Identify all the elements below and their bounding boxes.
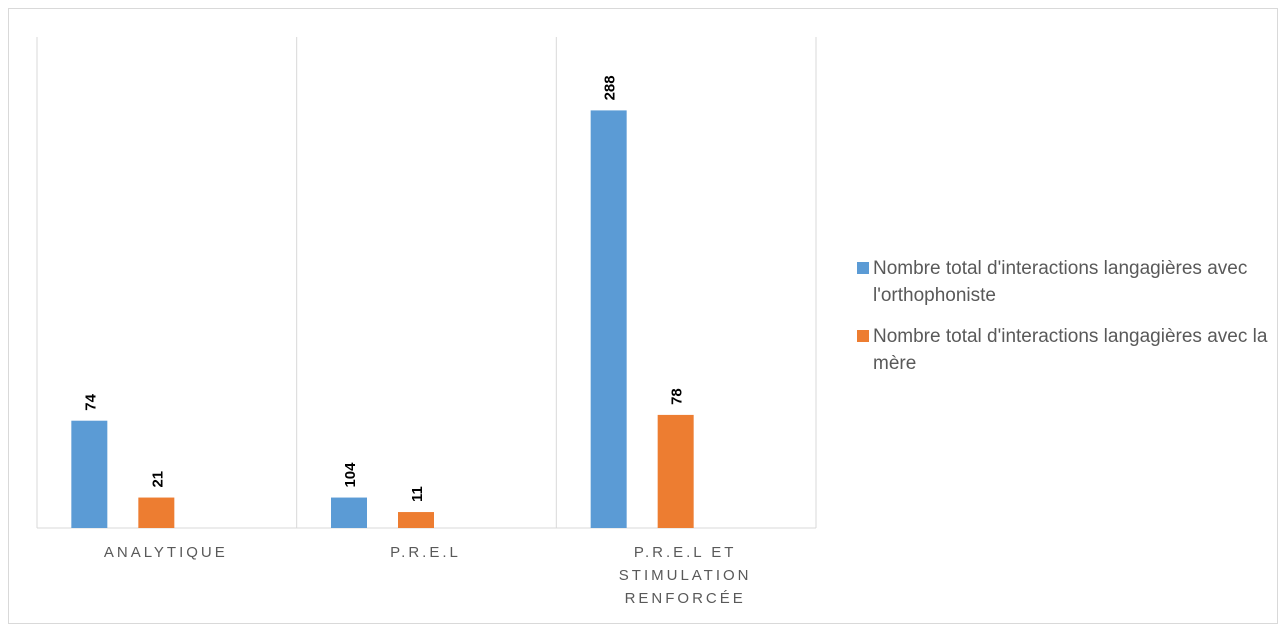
category-label-2: P.R.E.L <box>390 544 461 561</box>
data-label-series-1-2: 104 <box>342 462 359 488</box>
legend-label-series-2: Nombre total d'interactions langagières … <box>873 326 1268 374</box>
legend-swatch-series-1 <box>857 262 869 274</box>
bar-series-1-2 <box>331 497 367 528</box>
bar-series-1-1 <box>71 420 108 528</box>
data-label-series-2-1: 21 <box>149 471 166 488</box>
data-label-series-2-3: 78 <box>669 388 686 405</box>
category-label-1: ANALYTIQUE <box>103 544 228 561</box>
chart-frame: 74 104 288 21 11 78 <box>8 8 1278 624</box>
bar-series-2-1 <box>138 497 175 528</box>
bar-series-2-2 <box>398 512 434 528</box>
bar-series-1-3 <box>590 110 627 529</box>
bar-chart: 74 104 288 21 11 78 <box>36 37 817 529</box>
category-label-3: P.R.E.L ET STIMULATION RENFORCÉE <box>618 544 752 607</box>
bar-series-2-3 <box>657 414 694 528</box>
legend-item-series-2: Nombre total d'interactions langagières … <box>857 323 1277 377</box>
data-label-series-1-3: 288 <box>602 75 619 100</box>
data-label-series-1-1: 74 <box>82 393 99 410</box>
data-label-series-2-2: 11 <box>409 486 426 502</box>
legend-label-series-1: Nombre total d'interactions langagières … <box>873 258 1248 306</box>
legend: Nombre total d'interactions langagières … <box>857 255 1277 391</box>
legend-item-series-1: Nombre total d'interactions langagières … <box>857 255 1277 309</box>
legend-swatch-series-2 <box>857 330 869 342</box>
